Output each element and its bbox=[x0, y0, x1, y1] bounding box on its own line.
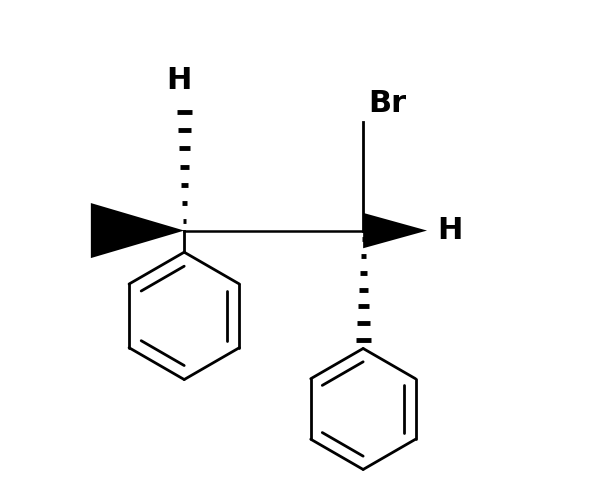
Polygon shape bbox=[363, 213, 427, 248]
Text: H: H bbox=[166, 66, 192, 95]
Text: Br: Br bbox=[368, 89, 406, 118]
Polygon shape bbox=[91, 203, 184, 258]
Text: H: H bbox=[437, 216, 462, 245]
